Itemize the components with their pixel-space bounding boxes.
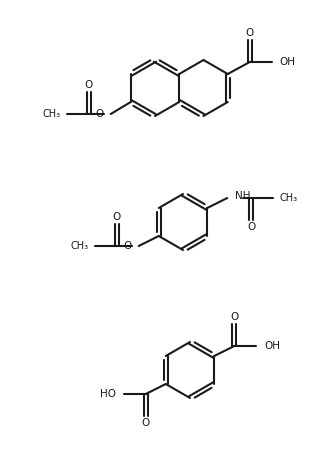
Text: CH₃: CH₃ (279, 193, 297, 203)
Text: OH: OH (280, 57, 296, 67)
Text: O: O (85, 80, 93, 90)
Text: O: O (230, 312, 238, 322)
Text: HO: HO (100, 389, 116, 399)
Text: O: O (124, 241, 132, 251)
Text: O: O (247, 222, 255, 232)
Text: O: O (246, 28, 254, 38)
Text: O: O (142, 418, 150, 428)
Text: NH: NH (235, 191, 251, 201)
Text: O: O (113, 212, 121, 222)
Text: CH₃: CH₃ (71, 241, 89, 251)
Text: O: O (96, 109, 104, 119)
Text: CH₃: CH₃ (43, 109, 61, 119)
Text: OH: OH (264, 341, 280, 351)
